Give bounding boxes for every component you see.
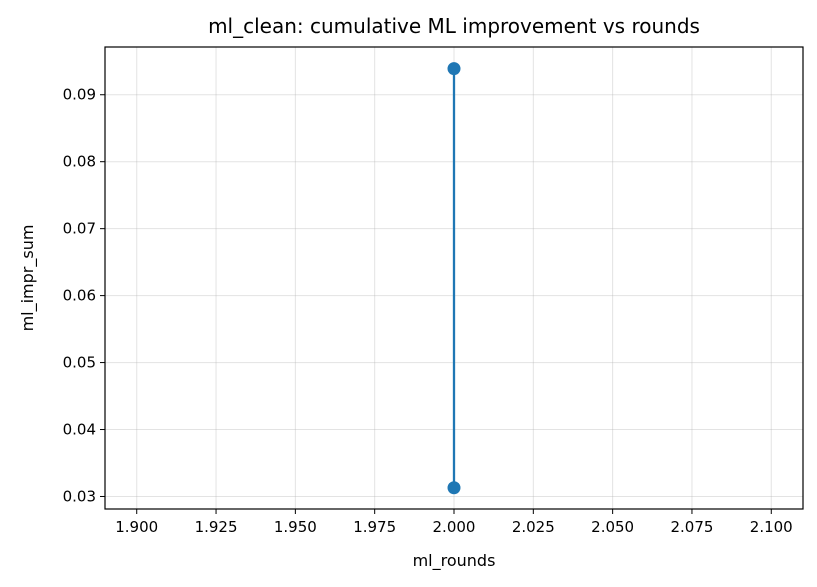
- y-tick-label: 0.06: [63, 287, 96, 305]
- y-tick-label: 0.09: [63, 86, 96, 104]
- y-tick-label: 0.08: [63, 153, 96, 171]
- y-tick-label: 0.05: [63, 354, 96, 372]
- x-tick-label: 2.000: [433, 518, 476, 536]
- x-tick-label: 2.075: [670, 518, 713, 536]
- x-tick-label: 1.900: [115, 518, 158, 536]
- y-tick-label: 0.04: [63, 421, 96, 439]
- y-axis-label: ml_impr_sum: [18, 225, 38, 332]
- x-tick-label: 1.975: [353, 518, 396, 536]
- x-tick-label: 1.950: [274, 518, 317, 536]
- chart-title: ml_clean: cumulative ML improvement vs r…: [208, 14, 700, 38]
- data-point: [447, 481, 461, 495]
- x-tick-label: 2.050: [591, 518, 634, 536]
- x-axis: 1.900 1.925 1.950 1.975 2.000 2.025 2.050 2.075…: [115, 509, 793, 536]
- x-tick-label: 2.025: [512, 518, 555, 536]
- y-tick-label: 0.03: [63, 487, 96, 505]
- x-tick-label: 1.925: [195, 518, 238, 536]
- x-axis-label: ml_rounds: [413, 551, 496, 571]
- data-point: [447, 62, 461, 76]
- x-tick-label: 2.100: [750, 518, 793, 536]
- series: [447, 62, 461, 495]
- y-axis: 0.03 0.04 0.05 0.06 0.07 0.08 0.09: [63, 86, 105, 505]
- y-tick-label: 0.07: [63, 220, 96, 238]
